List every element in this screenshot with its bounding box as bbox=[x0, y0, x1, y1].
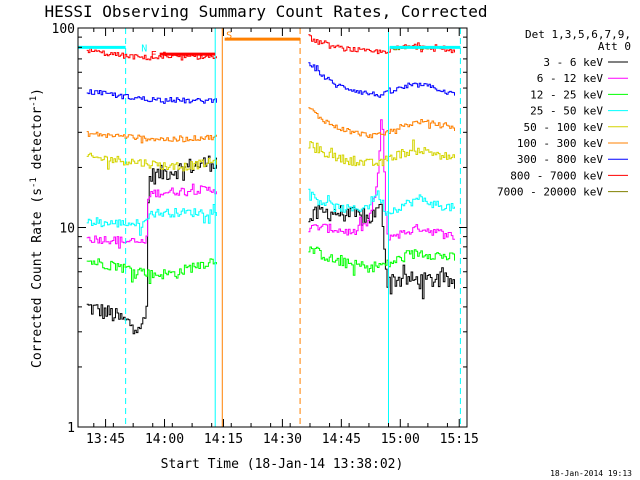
x-tick-label-5: 15:00 bbox=[381, 432, 420, 447]
legend-label-0: 3 - 6 keV bbox=[543, 56, 603, 69]
legend-label-6: 300 - 800 keV bbox=[517, 153, 603, 166]
legend-header-2: Att 0 bbox=[598, 40, 631, 53]
legend-label-2: 12 - 25 keV bbox=[530, 88, 603, 101]
x-tick-label-2: 14:15 bbox=[204, 432, 243, 447]
marker-label-2: F bbox=[151, 50, 157, 61]
x-tick-label-6: 15:15 bbox=[440, 432, 479, 447]
legend-label-8: 7000 - 20000 keV bbox=[497, 186, 603, 199]
y-axis-label: Corrected Count Rate (s-1 detector-1) bbox=[29, 88, 45, 368]
x-tick-label-4: 14:45 bbox=[322, 432, 361, 447]
series-trace-1-1 bbox=[308, 119, 455, 241]
legend-label-3: 25 - 50 keV bbox=[530, 105, 603, 118]
legend-header-1: Det 1,3,5,6,7,9, bbox=[525, 28, 631, 41]
legend-items: 3 - 6 keV 6 - 12 keV 12 - 25 keV 25 - 50 ke… bbox=[497, 56, 628, 199]
legend-label-1: 6 - 12 keV bbox=[537, 72, 604, 85]
marker-label-3: S bbox=[226, 30, 232, 41]
series-trace-3-0 bbox=[86, 204, 217, 236]
x-tick-label-1: 14:00 bbox=[145, 432, 184, 447]
legend-label-4: 50 - 100 keV bbox=[524, 121, 604, 134]
chart-title: HESSI Observing Summary Count Rates, Cor… bbox=[44, 2, 487, 21]
y-tick-label-2: 100 bbox=[52, 22, 75, 37]
legend: Det 1,3,5,6,7,9, Att 0 3 - 6 keV 6 - 12 k… bbox=[497, 28, 631, 199]
plot-frame bbox=[77, 27, 468, 428]
y-tick-label-1: 10 bbox=[59, 222, 75, 237]
plot-area: NFS 13:45 14:00 14:15 14:30 14:45 15:00 15:151… bbox=[52, 22, 479, 447]
series-trace-6-1 bbox=[308, 62, 455, 98]
y-tick-label-0: 1 bbox=[67, 421, 75, 436]
series-trace-7-0 bbox=[86, 46, 217, 61]
series-trace-2-1 bbox=[308, 246, 455, 276]
x-tick-label-0: 13:45 bbox=[86, 432, 125, 447]
series-trace-4-1 bbox=[308, 139, 455, 167]
series-trace-3-1 bbox=[308, 188, 455, 216]
tick-layer: 13:45 14:00 14:15 14:30 14:45 15:00 15:15 1 10 10… bbox=[52, 22, 479, 447]
marker-layer: NF S bbox=[78, 28, 461, 427]
series-trace-5-0 bbox=[86, 131, 217, 144]
timestamp: 18-Jan-2014 19:13 bbox=[550, 469, 632, 478]
series-trace-0-0 bbox=[86, 155, 217, 335]
series-trace-5-1 bbox=[308, 107, 455, 139]
marker-label-1: N bbox=[141, 43, 147, 54]
legend-label-7: 800 - 7000 keV bbox=[510, 169, 603, 182]
series-trace-6-0 bbox=[86, 89, 217, 104]
series-trace-2-0 bbox=[86, 258, 217, 284]
series-trace-4-0 bbox=[86, 152, 217, 172]
series-trace-0-1 bbox=[308, 203, 455, 300]
x-tick-label-3: 14:30 bbox=[263, 432, 302, 447]
series-layer bbox=[86, 34, 455, 335]
x-axis-label: Start Time (18-Jan-14 13:38:02) bbox=[161, 457, 404, 472]
legend-label-5: 100 - 300 keV bbox=[517, 137, 603, 150]
series-trace-7-1 bbox=[308, 34, 455, 55]
series-trace-1-0 bbox=[86, 183, 217, 249]
